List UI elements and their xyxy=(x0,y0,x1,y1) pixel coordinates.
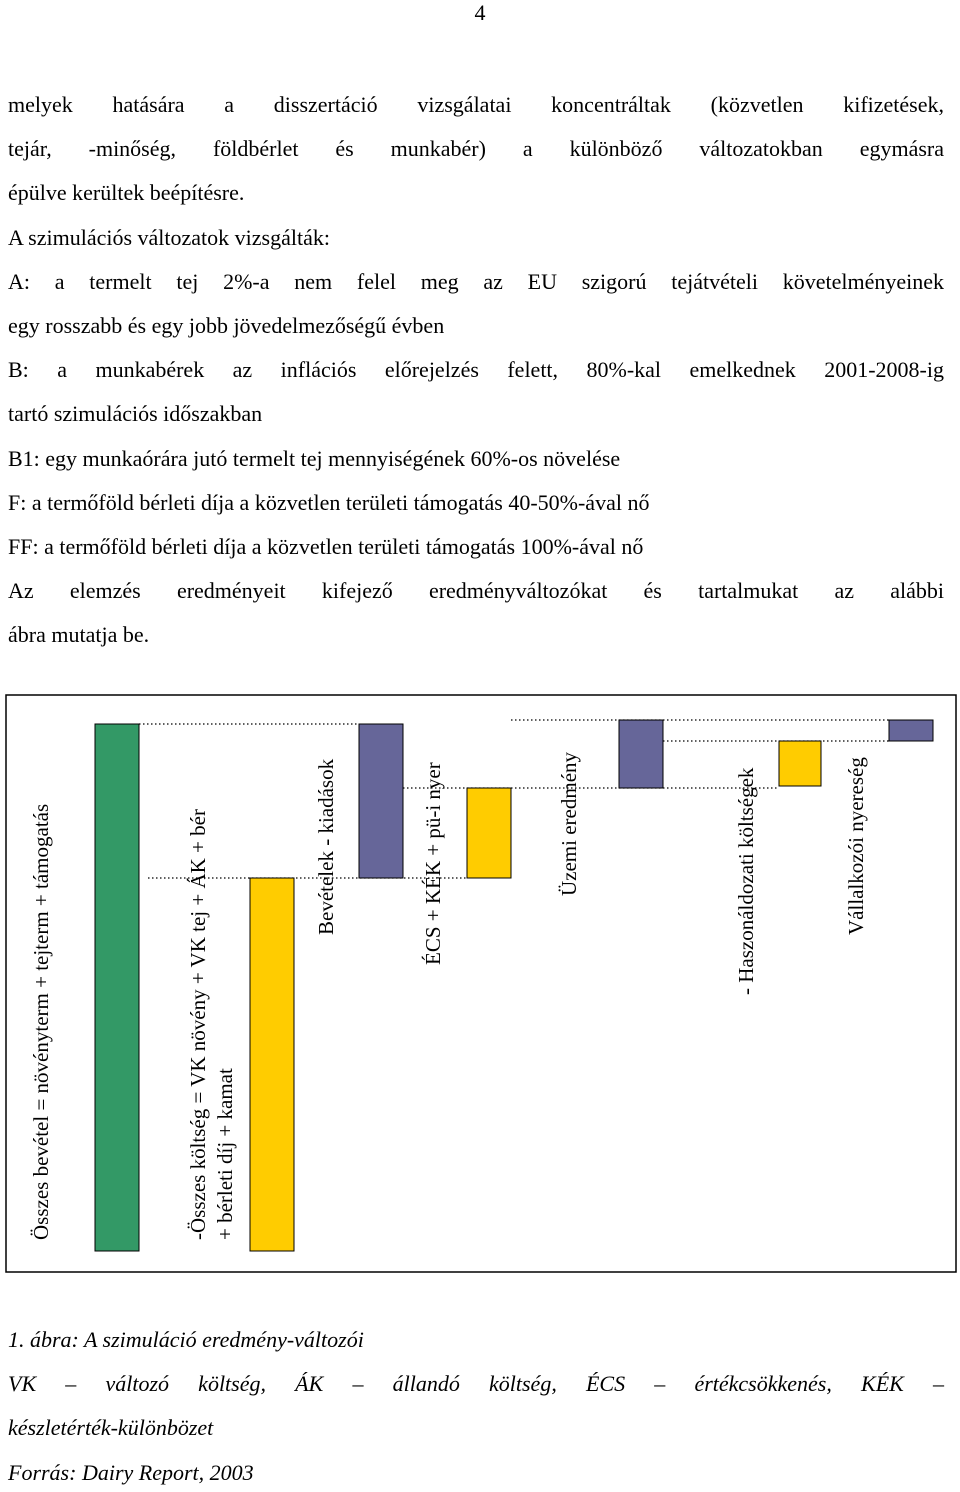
text-line: FF: a termőföld bérleti díja a közvetlen… xyxy=(8,534,644,559)
bar xyxy=(249,877,295,1252)
text-line: épülve kerültek beépítésre. xyxy=(8,180,245,206)
bar xyxy=(888,719,934,742)
diagram-label: -Összes költség = VK növény + VK tej + Á… xyxy=(186,809,210,1240)
caption-line: Forrás: Dairy Report, 2003 xyxy=(8,1459,254,1485)
text-line: Az elemzés eredményeit kifejező eredmény… xyxy=(8,578,944,604)
text-line: ábra mutatja be. xyxy=(8,622,150,648)
diagram-label: Vállalkozói nyereség xyxy=(844,757,868,935)
diagram-label: - Haszonáldozati költségek xyxy=(734,767,758,995)
diagram-label: ÉCS + KÉK + pü-i nyer xyxy=(421,762,445,965)
diagram-label: + bérleti díj + kamat xyxy=(213,1068,237,1240)
text-line: tartó szimulációs időszakban xyxy=(8,401,263,427)
bar xyxy=(466,787,512,879)
text-line: B: a munkabérek az inflációs előrejelzés… xyxy=(8,357,944,383)
diagram-label: Bevételek - kiadások xyxy=(314,758,338,935)
text-line: B1: egy munkaórára jutó termelt tej menn… xyxy=(8,445,621,471)
text-line: tejár, -minőség, földbérlet és munkabér)… xyxy=(8,136,944,162)
text-line: egy rosszabb és egy jobb jövedelmezőségű… xyxy=(8,313,445,338)
frame xyxy=(5,694,957,1273)
caption-line: VK – változó költség, ÁK – állandó költs… xyxy=(8,1371,944,1397)
caption-line: készletérték-különbözet xyxy=(8,1415,214,1441)
text-line: A szimulációs változatok vizsgálták: xyxy=(8,224,330,250)
caption-line: 1. ábra: A szimuláció eredmény-változói xyxy=(8,1327,364,1352)
text-line: A: a termelt tej 2%-a nem felel meg az E… xyxy=(8,268,944,294)
text-line: melyek hatására a disszertáció vizsgálat… xyxy=(8,92,944,117)
text-line: F: a termőföld bérleti díja a közvetlen … xyxy=(8,489,650,515)
page-number: 4 xyxy=(474,0,486,25)
bar xyxy=(618,719,664,789)
bar xyxy=(358,723,404,879)
diagram-label: Összes bevétel = növényterm + tejterm + … xyxy=(29,804,53,1240)
bar xyxy=(94,723,140,1252)
bar xyxy=(778,740,822,787)
diagram-label: Üzemi eredmény xyxy=(557,751,581,896)
